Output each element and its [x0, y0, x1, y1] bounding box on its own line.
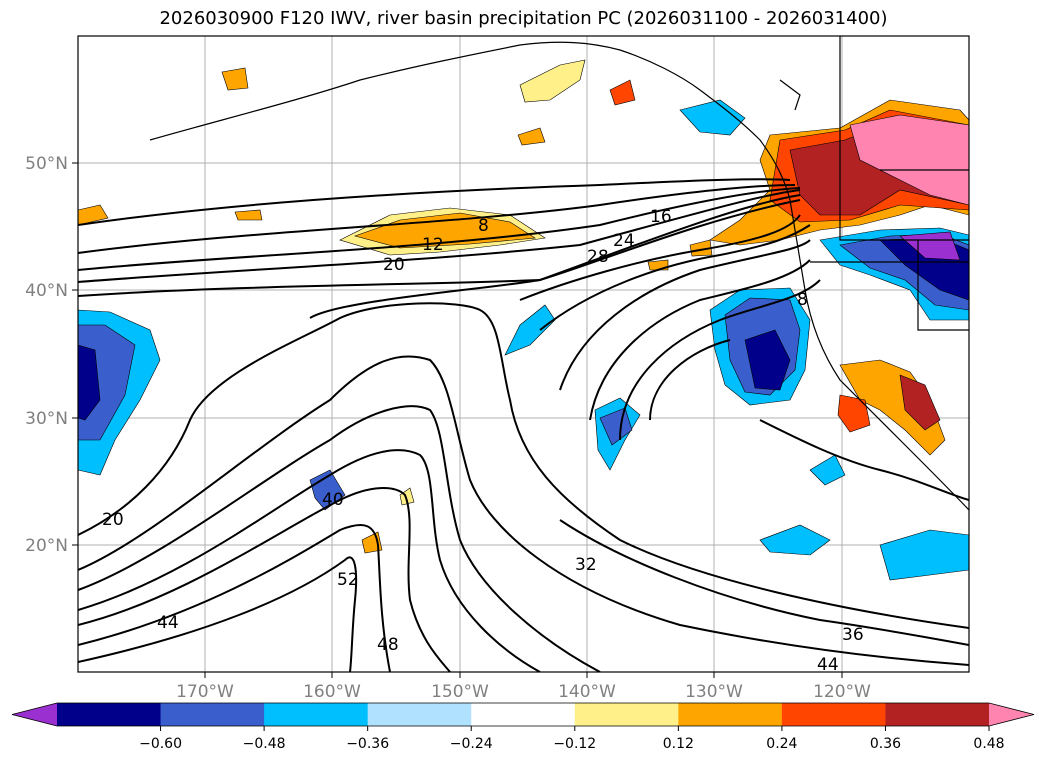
lon-label: 160°W	[303, 682, 361, 702]
colorbar-outline	[11, 702, 1035, 727]
lat-label: 20°N	[25, 536, 68, 556]
contour-label: 16	[650, 207, 672, 227]
colorbar-segment	[264, 703, 369, 726]
lat-label: 50°N	[25, 154, 68, 174]
lon-label: 170°W	[176, 682, 234, 702]
contour-label: 36	[842, 625, 864, 645]
contour-label: 8	[478, 216, 489, 236]
contour-label: 52	[337, 570, 359, 590]
colorbar-segment	[678, 703, 783, 726]
colorbar-segment	[367, 703, 472, 726]
colorbar-tick-label: 0.48	[973, 736, 1004, 752]
contour-label: 48	[377, 635, 399, 655]
lon-ticks	[204, 672, 843, 678]
colorbar-tick-label: 0.12	[663, 736, 694, 752]
colorbar-segment	[57, 703, 162, 726]
colorbar-segment	[781, 703, 886, 726]
colorbar-tick-label: −0.48	[243, 736, 286, 752]
lon-label: 150°W	[431, 682, 489, 702]
contour-label: 20	[102, 510, 124, 530]
contour-label: 24	[613, 231, 635, 251]
contour-label: 44	[817, 655, 839, 675]
map-frame	[77, 35, 970, 673]
map-panel	[78, 36, 969, 672]
colorbar-segment	[160, 703, 265, 726]
colorbar-tick-label: −0.12	[553, 736, 596, 752]
colorbar-extend-min	[12, 703, 57, 726]
lat-ticks	[72, 162, 78, 546]
lon-label: 140°W	[558, 682, 616, 702]
contour-label: 20	[383, 255, 405, 275]
colorbar-segment	[885, 703, 990, 726]
lon-label: 120°W	[813, 682, 871, 702]
colorbar-segment	[471, 703, 576, 726]
colorbar-tick-label: −0.36	[346, 736, 389, 752]
contour-label: 28	[587, 247, 609, 267]
map-title: 2026030900 F120 IWV, river basin precipi…	[159, 8, 888, 29]
colorbar-tick-label: −0.24	[450, 736, 493, 752]
lat-label: 40°N	[25, 281, 68, 301]
colorbar-segment	[574, 703, 679, 726]
coastlines	[149, 36, 969, 511]
colorbar-extend-max	[989, 703, 1034, 726]
colorbar-tick-label: −0.60	[139, 736, 182, 752]
contour-label: 44	[157, 613, 179, 633]
contour-label: 40	[322, 490, 344, 510]
lat-label: 30°N	[25, 409, 68, 429]
colorbar: −0.60 −0.48 −0.36 −0.24 −0.12 0.12 0.24 0.36 0.4…	[11, 702, 1035, 752]
colorbar-tick-label: 0.24	[766, 736, 797, 752]
gridlines	[78, 36, 969, 672]
lon-label: 130°W	[685, 682, 743, 702]
colorbar-tick-label: 0.36	[870, 736, 901, 752]
contour-label: 32	[575, 555, 597, 575]
contour-label: 12	[422, 235, 444, 255]
contour-labels: 8 12 16 20 24 28 32 36 40 44 44 48 52 20…	[102, 207, 864, 675]
contour-label: 8	[797, 290, 808, 310]
iwv-contours	[78, 178, 969, 672]
